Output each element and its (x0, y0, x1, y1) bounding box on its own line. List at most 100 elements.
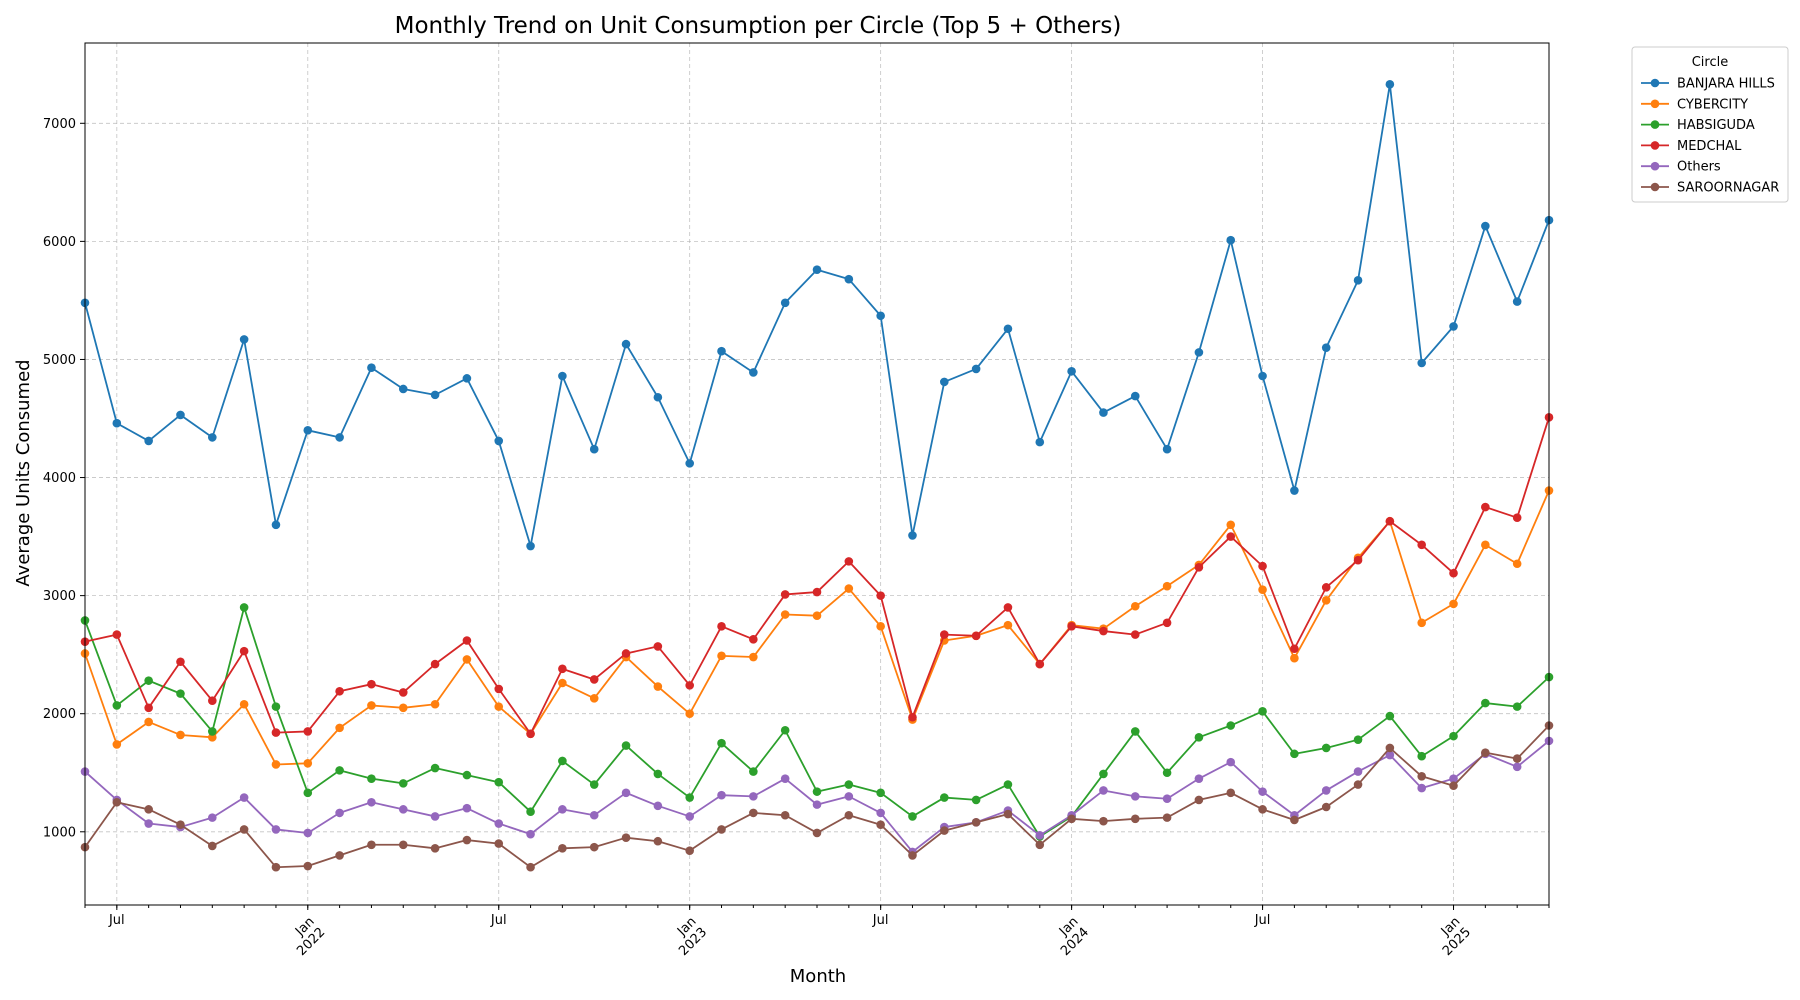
data-point (208, 433, 217, 442)
series-line (84, 83, 1550, 547)
data-point (271, 520, 281, 530)
data-point (621, 649, 631, 658)
data-point (1449, 731, 1458, 741)
data-point (940, 793, 949, 802)
data-point (876, 788, 885, 798)
data-point (112, 740, 122, 749)
data-point (812, 611, 822, 620)
data-point (1099, 626, 1108, 636)
data-point (144, 717, 153, 727)
data-point (971, 795, 981, 805)
data-point (1512, 754, 1522, 763)
legend-box (1631, 46, 1789, 203)
data-point (876, 591, 885, 600)
data-point (176, 410, 185, 420)
data-point (398, 779, 408, 788)
data-point (844, 274, 854, 284)
data-point (685, 681, 694, 690)
data-point (749, 635, 758, 644)
data-point (271, 825, 281, 834)
data-point (1067, 814, 1076, 824)
data-point (1481, 540, 1490, 550)
data-point (780, 590, 790, 599)
data-point (494, 839, 504, 848)
data-point (239, 825, 249, 834)
data-point (589, 444, 599, 454)
data-point (621, 339, 631, 349)
legend-item-medchal: MEDCHAL (1641, 139, 1742, 154)
data-point (303, 861, 313, 871)
legend-label: SAROORNAGAR (1677, 181, 1779, 196)
data-point (749, 808, 758, 818)
data-point (1194, 562, 1204, 572)
legend-item-habsiguda: HABSIGUDA (1641, 118, 1755, 133)
data-point (908, 851, 917, 860)
data-point (112, 701, 122, 710)
data-point (1512, 513, 1522, 522)
data-point (239, 793, 249, 802)
data-point (176, 820, 185, 830)
data-point (430, 763, 440, 773)
data-point (876, 808, 885, 818)
data-point (208, 841, 217, 851)
legend-swatch-marker (1650, 99, 1660, 109)
data-point (653, 392, 663, 402)
data-point (1130, 601, 1140, 611)
data-point (239, 603, 249, 612)
data-point (1449, 781, 1458, 791)
data-point (367, 701, 376, 710)
data-point (1481, 748, 1490, 757)
data-point (1003, 603, 1013, 612)
data-point (1162, 794, 1172, 804)
data-point (621, 788, 631, 798)
data-point (208, 733, 217, 742)
data-point (812, 828, 822, 838)
data-point (876, 622, 885, 631)
data-point (1385, 743, 1395, 753)
data-point (844, 792, 854, 801)
data-point (271, 728, 281, 737)
data-point (303, 788, 313, 798)
data-point (1035, 831, 1045, 840)
data-point (1512, 762, 1522, 772)
data-point (1353, 276, 1363, 285)
data-point (398, 688, 408, 697)
legend-label: MEDCHAL (1677, 139, 1742, 154)
data-point (1290, 653, 1299, 663)
data-point (1353, 780, 1363, 789)
data-point (1321, 596, 1331, 605)
data-point (494, 436, 504, 446)
legend-title: Circle (1692, 55, 1729, 70)
data-point (876, 820, 885, 830)
data-point (653, 682, 663, 691)
data-point (717, 346, 726, 356)
data-point (144, 676, 153, 685)
data-point (749, 792, 758, 801)
data-point (844, 810, 854, 820)
data-point (971, 818, 981, 827)
data-point (1417, 358, 1426, 368)
data-point (1067, 622, 1076, 631)
data-point (335, 723, 344, 733)
data-point (717, 651, 726, 661)
legend-item-others: Others (1641, 160, 1721, 175)
data-point (1512, 297, 1522, 306)
data-point (1035, 840, 1045, 850)
data-point (1099, 769, 1108, 779)
data-point (558, 756, 567, 766)
data-point (144, 436, 153, 446)
data-point (1385, 750, 1395, 760)
data-point (430, 390, 440, 400)
data-point (335, 851, 344, 860)
series-others (80, 736, 1554, 857)
data-point (1099, 786, 1108, 795)
data-point (239, 646, 249, 656)
data-point (685, 812, 694, 821)
data-point (653, 642, 663, 651)
data-point (176, 689, 185, 698)
data-point (1258, 707, 1267, 716)
data-point (844, 557, 854, 566)
